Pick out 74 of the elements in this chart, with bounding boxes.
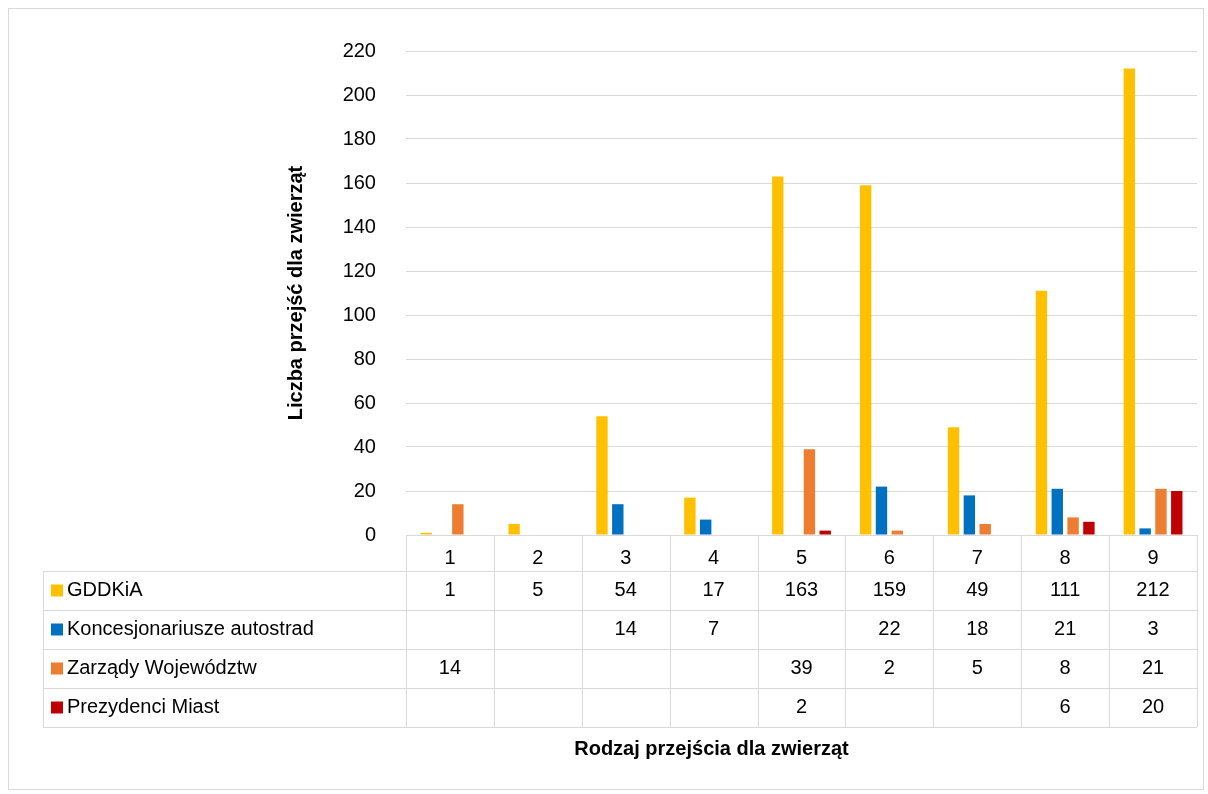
bar bbox=[1123, 68, 1136, 535]
y-tick-label: 100 bbox=[342, 302, 376, 325]
y-tick-label: 80 bbox=[353, 346, 376, 369]
y-tick-label: 60 bbox=[353, 390, 376, 413]
bar bbox=[508, 524, 520, 535]
data-label: 2 bbox=[795, 695, 808, 718]
y-tick-label: 160 bbox=[342, 170, 376, 193]
bar bbox=[1155, 488, 1167, 535]
text: Rodzaj przejścia dla zwierząt bbox=[574, 736, 850, 759]
data-label: 21 bbox=[1054, 617, 1077, 640]
x-tick-label: 2 bbox=[532, 545, 544, 568]
y-tick-label: 120 bbox=[342, 258, 376, 281]
x-tick-label: 1 bbox=[444, 545, 456, 568]
data-label: 18 bbox=[966, 617, 989, 640]
bar bbox=[772, 176, 784, 535]
data-label: 14 bbox=[438, 656, 462, 679]
bar bbox=[1083, 521, 1095, 535]
data-label: 5 bbox=[532, 578, 544, 601]
y-tick-label: 140 bbox=[342, 214, 376, 237]
legend-label: Prezydenci Miast bbox=[67, 695, 220, 718]
data-label: 20 bbox=[1141, 695, 1165, 718]
data-label: 111 bbox=[1049, 578, 1081, 601]
data-label: 6 bbox=[1059, 695, 1071, 718]
data-label: 8 bbox=[1059, 656, 1071, 679]
x-tick-label: 5 bbox=[795, 545, 808, 568]
bar bbox=[1139, 528, 1151, 535]
data-label: 5 bbox=[971, 656, 983, 679]
bar bbox=[596, 416, 608, 535]
x-tick-label: 6 bbox=[883, 545, 895, 568]
data-label: 7 bbox=[708, 617, 720, 640]
bar bbox=[979, 524, 991, 535]
y-axis-title: Liczba przejść dla zwierząt bbox=[283, 165, 306, 421]
bar bbox=[684, 497, 696, 535]
data-label: 212 bbox=[1136, 578, 1170, 601]
y-tick-label: 200 bbox=[342, 82, 376, 105]
data-label: 3 bbox=[1147, 617, 1159, 640]
x-tick-label: 9 bbox=[1147, 545, 1159, 568]
data-label: 159 bbox=[872, 578, 907, 601]
y-tick-label: 0 bbox=[364, 522, 376, 545]
legend-label: GDDKiA bbox=[67, 578, 144, 601]
x-tick-label: 7 bbox=[971, 545, 983, 568]
data-label: 39 bbox=[790, 656, 813, 679]
bar bbox=[1035, 290, 1048, 535]
x-tick-label: 4 bbox=[708, 545, 720, 568]
y-tick-label: 40 bbox=[353, 434, 376, 457]
bar bbox=[875, 486, 888, 535]
y-tick-label: 20 bbox=[353, 478, 376, 501]
legend-label: Koncesjonariusze autostrad bbox=[67, 617, 314, 640]
bar bbox=[1171, 491, 1183, 535]
data-label: 163 bbox=[784, 578, 819, 601]
bar bbox=[963, 495, 976, 535]
data-label: 1 bbox=[444, 578, 456, 601]
bar bbox=[700, 519, 712, 535]
data-label: 14 bbox=[614, 617, 637, 640]
bar bbox=[819, 530, 831, 535]
data-label: 49 bbox=[966, 578, 989, 601]
data-label: 22 bbox=[878, 617, 901, 640]
y-tick-label: 180 bbox=[342, 126, 376, 149]
legend-label: Zarządy Województw bbox=[67, 656, 258, 679]
data-label: 54 bbox=[614, 578, 637, 601]
x-tick-label: 3 bbox=[620, 545, 632, 568]
data-label: 17 bbox=[702, 578, 725, 601]
bar bbox=[612, 504, 624, 535]
bar bbox=[1051, 488, 1063, 535]
data-label: 21 bbox=[1141, 656, 1165, 679]
bar bbox=[1067, 517, 1079, 535]
bar bbox=[452, 504, 464, 535]
bar bbox=[891, 530, 903, 535]
bar bbox=[859, 185, 872, 535]
bar bbox=[803, 449, 816, 535]
bar bbox=[947, 427, 960, 535]
y-tick-label: 220 bbox=[342, 38, 376, 61]
data-label: 2 bbox=[883, 656, 895, 679]
x-tick-label: 8 bbox=[1059, 545, 1071, 568]
